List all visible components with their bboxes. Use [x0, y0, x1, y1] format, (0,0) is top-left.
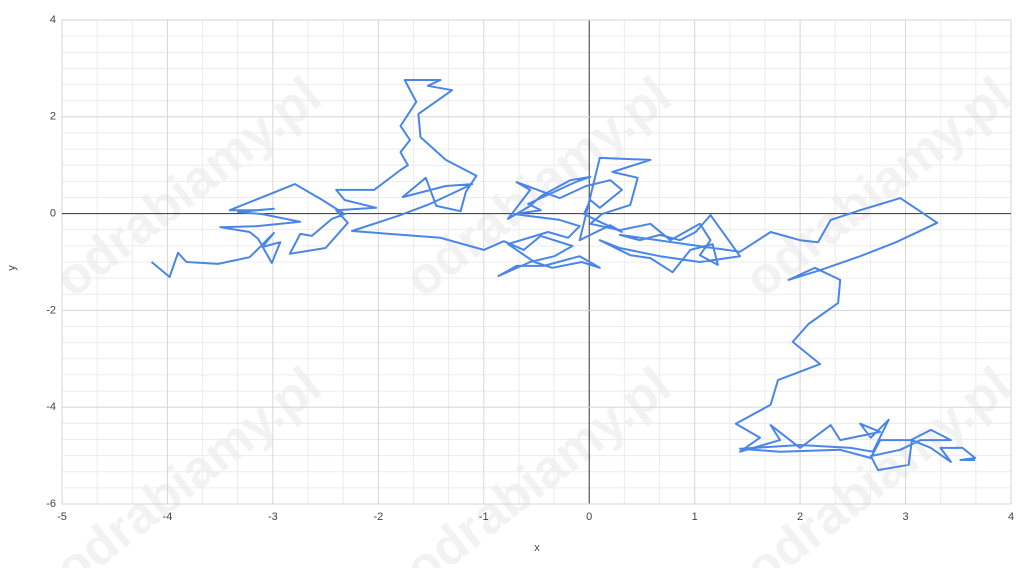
x-tick-label: 2	[797, 511, 803, 523]
watermark: odrabiamy.pl	[44, 356, 332, 568]
data-line	[150, 79, 977, 472]
x-tick-label: 4	[1008, 511, 1014, 523]
watermark: odrabiamy.pl	[394, 356, 682, 568]
watermark: odrabiamy.pl	[734, 356, 1022, 568]
x-tick-label: 1	[692, 511, 698, 523]
y-tick-label: 0	[50, 208, 56, 220]
x-tick-label: -1	[479, 511, 489, 523]
y-tick-label: -4	[46, 401, 56, 413]
x-tick-label: -2	[373, 511, 383, 523]
x-tick-label: -4	[163, 511, 173, 523]
y-tick-label: 2	[50, 111, 56, 123]
watermark: odrabiamy.pl	[734, 66, 1022, 309]
x-axis-title: x	[534, 542, 540, 554]
y-tick-label: -6	[46, 498, 56, 510]
x-tick-label: -3	[268, 511, 278, 523]
y-tick-label: 4	[50, 14, 56, 26]
x-tick-label: -5	[57, 511, 67, 523]
y-tick-label: -2	[46, 304, 56, 316]
y-axis-title: y	[6, 265, 18, 271]
x-tick-label: 0	[586, 511, 592, 523]
x-tick-label: 3	[902, 511, 908, 523]
